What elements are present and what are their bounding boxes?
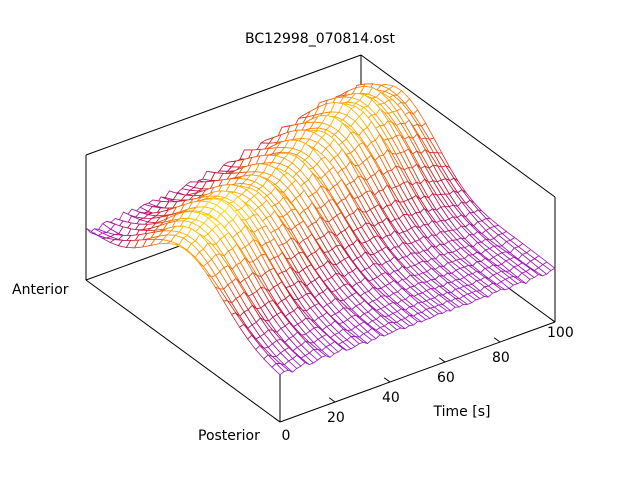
x-tick-label: 40 [382, 390, 400, 406]
box-edge [360, 54, 556, 198]
x-tick-label: 0 [282, 428, 291, 444]
x-tick-label: 20 [327, 410, 345, 426]
x-tick-label: 60 [437, 370, 455, 386]
x-tick-mark [328, 397, 336, 403]
x-axis-ticks: 0 20 40 60 80 100 [273, 317, 574, 444]
y-tick-posterior: Posterior [198, 428, 260, 444]
box-edge [85, 279, 281, 423]
x-axis-label: Time [s] [433, 404, 491, 420]
x-tick-label: 80 [492, 350, 510, 366]
surface-mesh [85, 83, 556, 376]
x-tick-mark [548, 317, 556, 323]
x-tick-mark [383, 377, 391, 383]
box-edge [279, 321, 556, 423]
surface-cell [271, 363, 285, 376]
x-tick-mark [273, 417, 281, 423]
box-edge [85, 54, 362, 156]
chart-title: BC12998_070814.ost [245, 31, 395, 47]
x-tick-mark [438, 357, 446, 363]
x-tick-label: 100 [547, 325, 574, 341]
x-tick-mark [493, 337, 501, 343]
y-tick-anterior: Anterior [12, 282, 69, 298]
